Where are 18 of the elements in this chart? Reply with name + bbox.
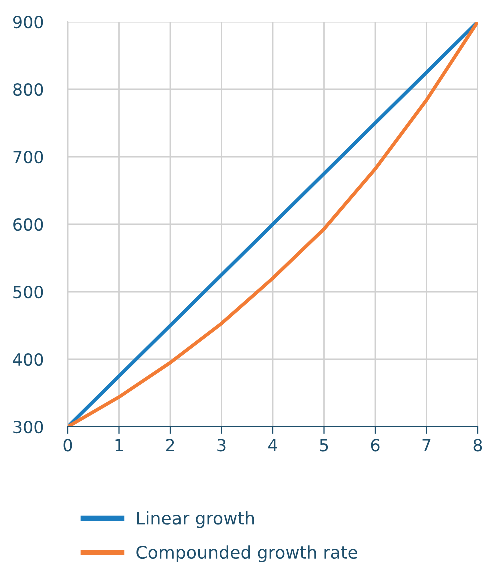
y-tick-label: 600 [14, 218, 44, 232]
x-tick-label: 4 [268, 439, 278, 452]
y-tick-label: 400 [13, 353, 44, 366]
x-tick-label: 0 [64, 439, 72, 452]
x-tick-label: 3 [218, 439, 226, 452]
legend-label: Compounded growth rate [136, 546, 358, 562]
x-tick-label: 5 [320, 439, 328, 452]
x-tick-label: 1 [116, 439, 124, 452]
x-tick-label: 7 [422, 439, 431, 452]
y-tick-label: 300 [14, 420, 44, 434]
x-tick-label: 6 [371, 439, 380, 452]
y-tick-label: 700 [14, 150, 44, 164]
y-tick-label: 800 [14, 83, 44, 96]
x-tick-label: 2 [166, 439, 174, 452]
legend-label: Linear growth [137, 511, 254, 528]
x-tick-label: 8 [474, 439, 482, 452]
y-tick-label: 500 [14, 286, 44, 299]
y-tick-label: 900 [13, 16, 44, 29]
